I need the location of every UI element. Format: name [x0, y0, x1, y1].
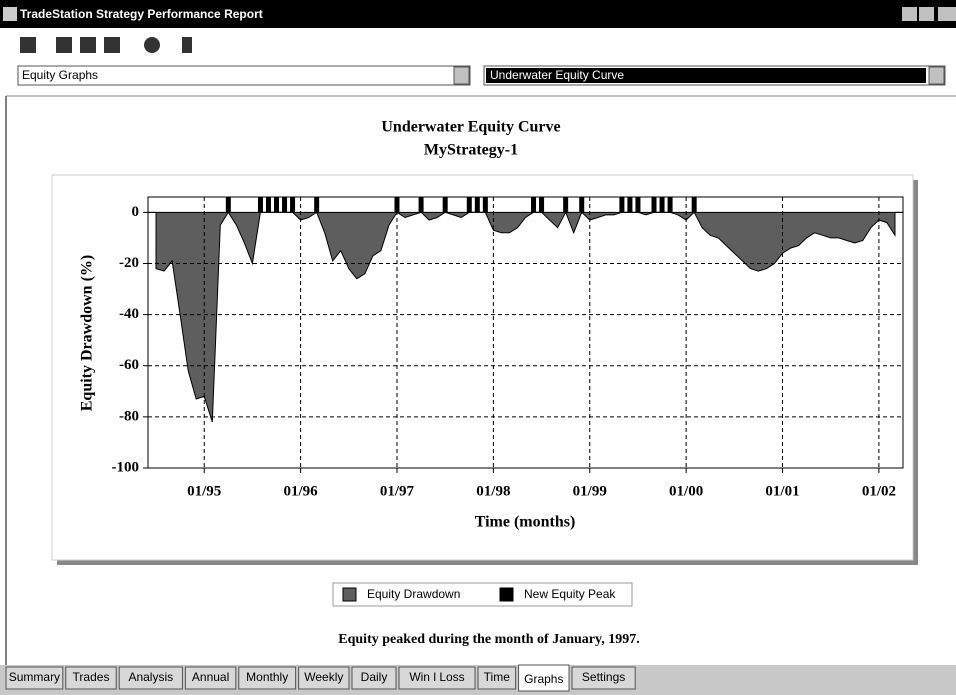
- peak-bar: [539, 197, 545, 213]
- peak-bar: [225, 197, 231, 213]
- title-bar: [0, 0, 956, 28]
- minimize-button[interactable]: [902, 7, 917, 21]
- legend-swatch: [499, 587, 514, 602]
- toolbar-area: [0, 28, 956, 96]
- x-tick-label: 01/99: [573, 483, 607, 499]
- target-button[interactable]: [144, 37, 160, 53]
- tab[interactable]: [65, 666, 117, 690]
- peak-bar: [418, 197, 424, 213]
- tab-label: Monthly: [246, 670, 288, 684]
- peak-bar: [563, 197, 569, 213]
- peak-bar: [466, 197, 472, 213]
- peak-bar: [619, 197, 625, 213]
- peak-bar: [659, 197, 665, 213]
- peak-bar: [651, 197, 657, 213]
- tab[interactable]: [238, 666, 297, 690]
- toolbar: [20, 37, 192, 53]
- chart-subtitle: MyStrategy-1: [424, 142, 518, 159]
- tab[interactable]: [351, 666, 397, 690]
- x-tick-label: 01/02: [862, 483, 896, 499]
- plot-border: [147, 196, 904, 469]
- tab-label: Settings: [582, 670, 625, 684]
- tab-active[interactable]: [518, 664, 570, 692]
- tab[interactable]: [298, 666, 350, 690]
- x-tick-label: 01/96: [284, 483, 319, 499]
- right-dropdown-arrow[interactable]: [928, 66, 945, 85]
- tab[interactable]: [571, 666, 636, 690]
- close-button[interactable]: [938, 7, 956, 21]
- tab-label: Summary: [9, 670, 60, 684]
- x-tick-label: 01/00: [669, 483, 703, 499]
- y-tick-label: -20: [119, 255, 139, 271]
- maximize-button[interactable]: [919, 7, 934, 21]
- peak-bar: [290, 197, 296, 213]
- x-tick-label: 01/98: [476, 483, 510, 499]
- legend: [332, 582, 633, 607]
- y-tick-label: 0: [132, 204, 140, 220]
- right-selector-text: Underwater Equity Curve: [490, 68, 624, 82]
- peak-bar: [579, 197, 585, 213]
- peak-bar: [282, 197, 288, 213]
- tab-label: Analysis: [128, 670, 173, 684]
- properties-button[interactable]: [20, 37, 36, 53]
- tab[interactable]: [477, 666, 517, 690]
- legend-label: New Equity Peak: [524, 587, 616, 601]
- left-dropdown-arrow[interactable]: [453, 66, 470, 85]
- save-button[interactable]: [80, 37, 96, 53]
- x-axis-label: Time (months): [475, 514, 576, 531]
- left-selector-text: Equity Graphs: [22, 68, 98, 82]
- y-tick-label: -80: [119, 408, 139, 424]
- y-tick-label: -100: [112, 459, 140, 475]
- tab-label: Weekly: [304, 670, 343, 684]
- peak-bar: [531, 197, 537, 213]
- left-selector[interactable]: [17, 65, 471, 86]
- peak-bar: [274, 197, 280, 213]
- x-tick-label: 01/95: [187, 483, 221, 499]
- y-tick-label: -40: [119, 306, 139, 322]
- print-button[interactable]: [104, 37, 120, 53]
- help-button[interactable]: [182, 37, 192, 53]
- peak-bar: [442, 197, 448, 213]
- peak-bar: [474, 197, 480, 213]
- tab-label: Graphs: [524, 672, 563, 686]
- y-axis-label: Equity Drawdown (%): [79, 255, 96, 411]
- tab-label: Trades: [73, 670, 110, 684]
- peak-bar: [314, 197, 320, 213]
- x-tick-label: 01/01: [765, 483, 799, 499]
- peak-bar: [257, 197, 263, 213]
- legend-swatch: [342, 587, 357, 602]
- peak-bar: [691, 197, 697, 213]
- tab[interactable]: [398, 666, 476, 690]
- window-title: TradeStation Strategy Performance Report: [20, 7, 263, 21]
- right-selector-highlight: [486, 68, 926, 83]
- peak-bar: [667, 197, 673, 213]
- y-tick-label: -60: [119, 357, 139, 373]
- tab-label: Time: [484, 670, 511, 684]
- tab-label: Win l Loss: [409, 670, 464, 684]
- chart-title: Underwater Equity Curve: [381, 119, 560, 136]
- peak-bar: [482, 197, 488, 213]
- legend-label: Equity Drawdown: [367, 587, 460, 601]
- peak-bar: [265, 197, 271, 213]
- peak-bar: [635, 197, 641, 213]
- tab-label: Annual: [192, 670, 229, 684]
- refresh-button[interactable]: [56, 37, 72, 53]
- x-tick-label: 01/97: [380, 483, 415, 499]
- peak-bar: [627, 197, 633, 213]
- note: Equity peaked during the month of Januar…: [338, 632, 639, 647]
- tab[interactable]: [5, 666, 64, 690]
- tab[interactable]: [184, 666, 237, 690]
- app-icon: [3, 7, 17, 21]
- tab[interactable]: [118, 666, 183, 690]
- tab-label: Daily: [361, 670, 388, 684]
